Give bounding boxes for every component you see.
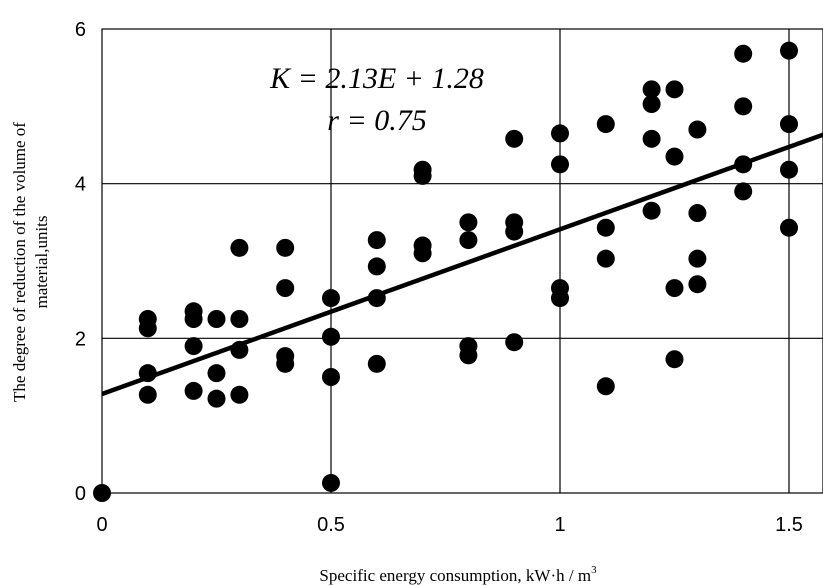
data-point: [688, 120, 707, 139]
data-point: [322, 289, 340, 308]
y-tick-labels: 0 2 4 6: [75, 19, 86, 505]
data-point: [734, 44, 753, 63]
data-point: [665, 279, 684, 298]
data-point: [642, 201, 661, 220]
data-point: [276, 238, 295, 257]
x-tick-labels: 0 0.5 1 1.5: [96, 514, 802, 536]
data-point: [596, 377, 615, 396]
data-point: [459, 231, 478, 250]
data-point: [734, 97, 753, 116]
y-axis-title-line1: The degree of reduction of the volume of: [10, 122, 29, 402]
data-point: [780, 218, 798, 237]
data-point: [138, 319, 157, 338]
data-point: [184, 310, 203, 328]
data-point: [230, 340, 249, 359]
data-point: [780, 115, 798, 134]
data-point: [688, 275, 707, 294]
data-point: [322, 368, 340, 386]
y-tick-label: 0: [75, 483, 86, 505]
y-axis-title-line2: material,units: [32, 215, 51, 308]
data-point: [505, 129, 524, 148]
data-point: [459, 346, 478, 365]
data-point: [688, 249, 707, 268]
data-point: [367, 354, 386, 373]
data-point: [780, 41, 798, 60]
data-point: [780, 160, 798, 179]
data-point: [184, 337, 203, 356]
plot-frame: [101, 28, 823, 494]
data-point: [322, 327, 340, 346]
data-point: [505, 222, 524, 241]
data-point: [184, 381, 203, 400]
data-points: [93, 41, 798, 502]
data-point: [665, 350, 684, 369]
correlation-coefficient: r = 0.75: [327, 104, 426, 137]
data-point: [276, 354, 295, 373]
x-tick-label: 1: [554, 514, 565, 536]
data-point: [322, 473, 340, 492]
data-point: [688, 204, 707, 223]
y-tick-label: 4: [75, 174, 86, 196]
data-point: [665, 147, 684, 166]
data-point: [734, 155, 753, 174]
y-tick-label: 6: [75, 19, 86, 41]
data-point: [665, 80, 684, 99]
data-point: [367, 289, 386, 308]
data-point: [207, 310, 226, 328]
data-point: [642, 129, 661, 148]
regression-equation: K = 2.13E + 1.28: [269, 62, 484, 95]
x-tick-label: 0: [96, 514, 107, 536]
data-point: [551, 289, 569, 308]
x-axis-title-superscript: 3: [591, 564, 597, 576]
data-point: [551, 155, 569, 174]
data-point: [230, 310, 249, 328]
data-point: [413, 244, 432, 263]
grid-lines: [102, 29, 823, 493]
data-point: [459, 213, 478, 232]
data-point: [276, 279, 295, 298]
x-tick-label: 1.5: [775, 514, 803, 536]
data-point: [367, 257, 386, 276]
data-point: [413, 166, 432, 185]
data-point: [551, 124, 569, 143]
data-point: [207, 364, 226, 383]
data-point: [138, 364, 157, 383]
x-axis-title: Specific energy consumption, kW·h / m3: [319, 564, 597, 585]
x-axis-title-text: Specific energy consumption, kW·h / m: [319, 566, 591, 585]
data-point: [367, 231, 386, 250]
x-tick-label: 0.5: [317, 514, 345, 536]
regression-line: [101, 132, 823, 397]
data-point: [505, 333, 524, 352]
data-point: [596, 249, 615, 268]
data-point: [138, 385, 157, 404]
data-point: [596, 218, 615, 237]
data-point: [230, 238, 249, 257]
data-point: [207, 389, 226, 408]
data-point: [734, 182, 753, 201]
data-point: [642, 95, 661, 114]
data-point: [230, 385, 249, 404]
data-point: [596, 115, 615, 134]
data-point: [642, 80, 661, 99]
data-point: [93, 484, 111, 502]
y-tick-label: 2: [75, 328, 86, 350]
